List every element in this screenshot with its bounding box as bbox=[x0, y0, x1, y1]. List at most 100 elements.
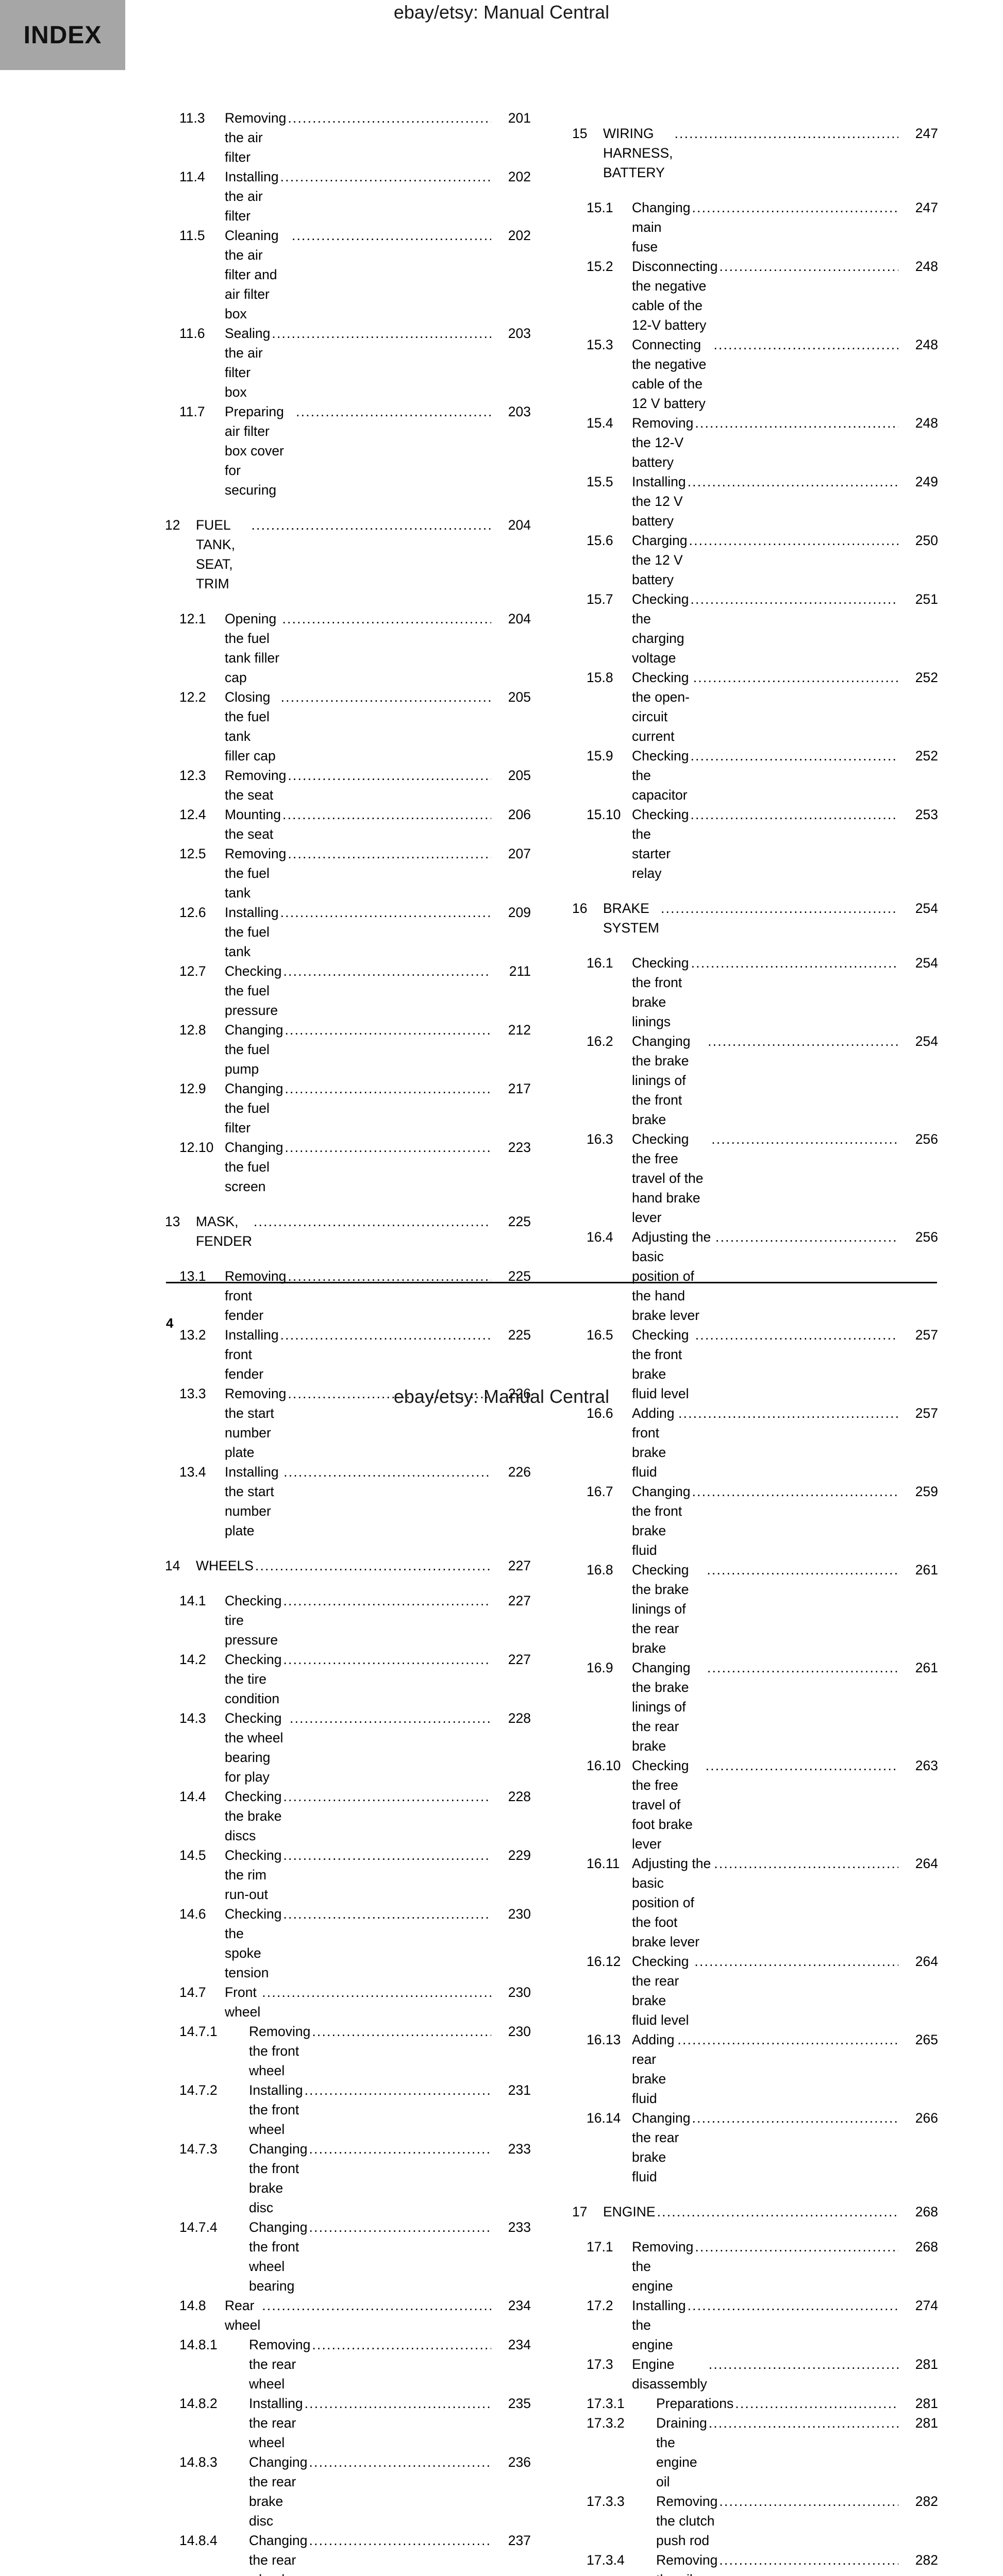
toc-entry-row[interactable]: 14.7.4 Changing the front wheel bearing..… bbox=[165, 2217, 531, 2296]
toc-leader-dots: ........................................… bbox=[714, 1856, 898, 1871]
toc-entry-row[interactable]: 16.13 Adding rear brake fluid............… bbox=[572, 2030, 938, 2108]
toc-entry-row[interactable]: 11.5 Cleaning the air filter and air filt… bbox=[165, 226, 531, 324]
toc-entry-row[interactable]: 16.9 Changing the brake linings of the re… bbox=[572, 1658, 938, 1756]
toc-entry-row[interactable]: 16.11 Adjusting the basic position of the… bbox=[572, 1854, 938, 1952]
toc-entry-row[interactable]: 17.3.4 Removing the oil filter...........… bbox=[572, 2550, 938, 2576]
toc-entry-title: Checking the rear brake fluid level bbox=[632, 1954, 689, 2028]
toc-entry-title: Checking the capacitor bbox=[632, 748, 689, 803]
toc-entry-title: Checking tire pressure bbox=[225, 1593, 282, 1648]
toc-entry-row[interactable]: 12.2 Closing the fuel tank filler cap....… bbox=[165, 687, 531, 766]
toc-leader-dots: ........................................… bbox=[692, 2110, 898, 2126]
toc-entry-row[interactable]: 16.6 Adding front brake fluid............… bbox=[572, 1403, 938, 1482]
toc-entry-title: Changing the brake linings of the front … bbox=[632, 1033, 691, 1127]
toc-entry-row[interactable]: 15.1 Changing main fuse..................… bbox=[572, 198, 938, 257]
toc-entry-row[interactable]: 14.4 Checking the brake discs............… bbox=[165, 1787, 531, 1845]
toc-leader-dots: ........................................… bbox=[708, 2415, 898, 2431]
toc-chapter-row[interactable]: 14 WHEELS................................… bbox=[165, 1556, 531, 1575]
toc-entry-row[interactable]: 14.7.1 Removing the front wheel..........… bbox=[165, 2022, 531, 2080]
toc-leader-dots: ........................................… bbox=[288, 110, 491, 126]
toc-entry-number: 14.8 bbox=[179, 2298, 206, 2313]
toc-entry-row[interactable]: 14.2 Checking the tire condition.........… bbox=[165, 1650, 531, 1708]
toc-entry-title: Checking the brake discs bbox=[225, 1789, 282, 1843]
toc-entry-page: 268 bbox=[915, 2239, 938, 2255]
toc-entry-row[interactable]: 14.3 Checking the wheel bearing for play.… bbox=[165, 1708, 531, 1787]
toc-entry-row[interactable]: 17.3.2 Draining the engine oil...........… bbox=[572, 2413, 938, 2492]
toc-entry-row[interactable]: 14.8.1 Removing the rear wheel...........… bbox=[165, 2335, 531, 2394]
toc-entry-row[interactable]: 14.8 Rear wheel..........................… bbox=[165, 2296, 531, 2335]
toc-entry-row[interactable]: 12.4 Mounting the seat...................… bbox=[165, 805, 531, 844]
toc-entry-title: Installing the air filter bbox=[225, 169, 279, 224]
toc-entry-page: 217 bbox=[508, 1081, 531, 1096]
toc-entry-row[interactable]: 15.6 Charging the 12 V battery...........… bbox=[572, 531, 938, 589]
toc-entry-row[interactable]: 11.4 Installing the air filter...........… bbox=[165, 167, 531, 226]
toc-entry-row[interactable]: 12.9 Changing the fuel filter............… bbox=[165, 1079, 531, 1138]
toc-entry-row[interactable]: 12.1 Opening the fuel tank filler cap....… bbox=[165, 609, 531, 687]
toc-entry-title: Checking the tire condition bbox=[225, 1652, 282, 1706]
toc-entry-row[interactable]: 14.5 Checking the rim run-out............… bbox=[165, 1845, 531, 1904]
toc-entry-row[interactable]: 11.3 Removing the air filter.............… bbox=[165, 108, 531, 167]
toc-entry-row[interactable]: 14.8.2 Installing the rear wheel.........… bbox=[165, 2394, 531, 2452]
toc-entry-row[interactable]: 12.7 Checking the fuel pressure..........… bbox=[165, 961, 531, 1020]
toc-entry-row[interactable]: 14.8.3 Changing the rear brake disc......… bbox=[165, 2452, 531, 2531]
toc-entry-row[interactable]: 16.10 Checking the free travel of foot br… bbox=[572, 1756, 938, 1854]
toc-entry-row[interactable]: 17.3.3 Removing the clutch push rod......… bbox=[572, 2492, 938, 2550]
toc-entry-row[interactable]: 16.5 Checking the front brake fluid level… bbox=[572, 1325, 938, 1403]
toc-entry-row[interactable]: 16.12 Checking the rear brake fluid level… bbox=[572, 1952, 938, 2030]
toc-entry-row[interactable]: 16.14 Changing the rear brake fluid......… bbox=[572, 2108, 938, 2187]
toc-entry-title: Removing the rear wheel bbox=[249, 2337, 311, 2392]
toc-entry-row[interactable]: 17.3.1 Preparations......................… bbox=[572, 2394, 938, 2413]
toc-chapter-row[interactable]: 15 WIRING HARNESS, BATTERY...............… bbox=[572, 124, 938, 182]
toc-entry-row[interactable]: 15.4 Removing the 12-V battery...........… bbox=[572, 413, 938, 472]
toc-entry-row[interactable]: 13.4 Installing the start number plate...… bbox=[165, 1462, 531, 1540]
toc-entry-number: 14.8.4 bbox=[179, 2533, 218, 2548]
toc-entry-row[interactable]: 15.10 Checking the starter relay.........… bbox=[572, 805, 938, 883]
toc-entry-row[interactable]: 16.7 Changing the front brake fluid......… bbox=[572, 1482, 938, 1560]
toc-entry-row[interactable]: 11.6 Sealing the air filter box..........… bbox=[165, 324, 531, 402]
toc-chapter-row[interactable]: 16 BRAKE SYSTEM..........................… bbox=[572, 899, 938, 938]
toc-entry-row[interactable]: 12.8 Changing the fuel pump..............… bbox=[165, 1020, 531, 1079]
toc-entry-row[interactable]: 16.2 Changing the brake linings of the fr… bbox=[572, 1031, 938, 1129]
toc-entry-number: 17.3.4 bbox=[587, 2552, 625, 2568]
toc-entry-row[interactable]: 12.10 Changing the fuel screen...........… bbox=[165, 1138, 531, 1196]
toc-entry-row[interactable]: 15.7 Checking the charging voltage.......… bbox=[572, 589, 938, 668]
toc-entry-row[interactable]: 16.8 Checking the brake linings of the re… bbox=[572, 1560, 938, 1658]
toc-entry-row[interactable]: 16.4 Adjusting the basic position of the … bbox=[572, 1227, 938, 1325]
toc-entry-row[interactable]: 12.6 Installing the fuel tank............… bbox=[165, 903, 531, 961]
toc-chapter-row[interactable]: 17 ENGINE................................… bbox=[572, 2202, 938, 2222]
toc-entry-row[interactable]: 16.3 Checking the free travel of the hand… bbox=[572, 1129, 938, 1227]
toc-entry-row[interactable]: 14.6 Checking the spoke tension..........… bbox=[165, 1904, 531, 1982]
toc-entry-row[interactable]: 15.9 Checking the capacitor..............… bbox=[572, 746, 938, 805]
toc-entry-title: Checking the front brake linings bbox=[632, 955, 689, 1029]
toc-entry-row[interactable]: 15.5 Installing the 12 V battery.........… bbox=[572, 472, 938, 531]
toc-entry-row[interactable]: 16.1 Checking the front brake linings....… bbox=[572, 953, 938, 1031]
toc-entry-row[interactable]: 15.8 Checking the open-circuit current...… bbox=[572, 668, 938, 746]
toc-entry-number: 17.3 bbox=[587, 2357, 613, 2372]
toc-entry-row[interactable]: 12.3 Removing the seat...................… bbox=[165, 766, 531, 805]
toc-entry-row[interactable]: 14.7 Front wheel.........................… bbox=[165, 1982, 531, 2022]
toc-entry-row[interactable]: 11.7 Preparing air filter box cover for s… bbox=[165, 402, 531, 500]
toc-entry-row[interactable]: 14.8.4 Changing the rear wheel bearing...… bbox=[165, 2531, 531, 2576]
toc-entry-row[interactable]: 14.7.3 Changing the front brake disc.....… bbox=[165, 2139, 531, 2217]
toc-entry-number: 13 bbox=[165, 1214, 180, 1229]
toc-entry-row[interactable]: 12.5 Removing the fuel tank..............… bbox=[165, 844, 531, 903]
toc-entry-row[interactable]: 13.2 Installing front fender.............… bbox=[165, 1325, 531, 1384]
toc-entry-number: 15.3 bbox=[587, 337, 613, 352]
toc-entry-row[interactable]: 13.1 Removing front fender...............… bbox=[165, 1266, 531, 1325]
toc-entry-title: WIRING HARNESS, BATTERY bbox=[603, 126, 673, 180]
toc-entry-number: 13.3 bbox=[179, 1386, 206, 1401]
toc-entry-page: 229 bbox=[508, 1848, 531, 1863]
toc-entry-row[interactable]: 14.1 Checking tire pressure..............… bbox=[165, 1591, 531, 1650]
toc-entry-row[interactable]: 17.2 Installing the engine...............… bbox=[572, 2296, 938, 2354]
toc-entry-row[interactable]: 15.2 Disconnecting the negative cable of … bbox=[572, 257, 938, 335]
toc-entry-title: Changing the front brake fluid bbox=[632, 1484, 691, 1558]
toc-entry-row[interactable]: 14.7.2 Installing the front wheel........… bbox=[165, 2080, 531, 2139]
toc-entry-row[interactable]: 17.3 Engine disassembly..................… bbox=[572, 2354, 938, 2394]
toc-entry-number: 14.7.4 bbox=[179, 2219, 218, 2235]
toc-entry-row[interactable]: 15.3 Connecting the negative cable of the… bbox=[572, 335, 938, 413]
toc-chapter-row[interactable]: 12 FUEL TANK, SEAT, TRIM.................… bbox=[165, 515, 531, 594]
toc-entry-row[interactable]: 17.1 Removing the engine.................… bbox=[572, 2237, 938, 2296]
toc-leader-dots: ........................................… bbox=[674, 126, 898, 141]
watermark-top: ebay/etsy: Manual Central bbox=[393, 2, 610, 23]
toc-chapter-row[interactable]: 13 MASK, FENDER..........................… bbox=[165, 1212, 531, 1251]
toc-column-right: 15 WIRING HARNESS, BATTERY...............… bbox=[572, 108, 938, 2576]
